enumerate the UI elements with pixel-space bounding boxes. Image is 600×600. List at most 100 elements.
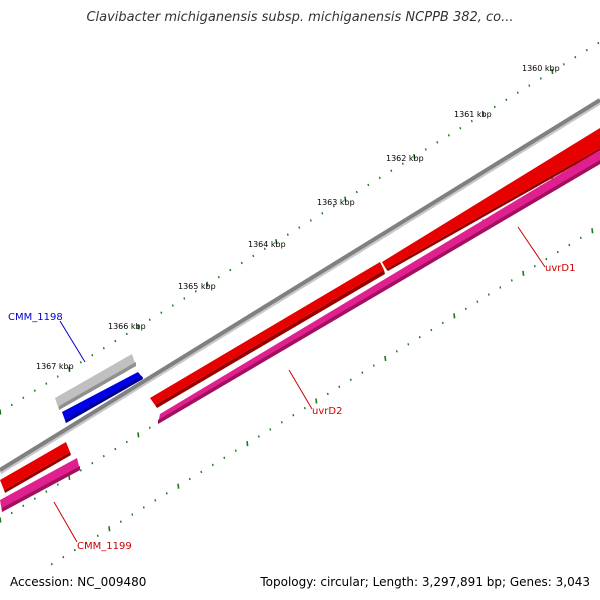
tick-row-lower-mark — [257, 435, 260, 438]
tick-row-upper-mark — [56, 375, 59, 378]
tick-row-upper-mark — [505, 98, 508, 101]
tick-row-upper-mark — [91, 354, 94, 357]
scale-label-1363: 1363 kbp — [317, 198, 355, 207]
tick-row-lower-mark — [73, 548, 76, 552]
tick-row-lower-mark — [85, 541, 88, 545]
tick-row-upper-mark — [390, 169, 393, 172]
tick-row-lower-mark — [108, 526, 111, 532]
tick-row-upper-mark — [309, 219, 312, 222]
scale-label-1360: 1360 kbp — [522, 64, 560, 73]
scale-labels: 1360 kbp 1361 kbp 1362 kbp 1363 kbp 1364… — [36, 64, 560, 371]
tick-row-lower-mark — [372, 364, 375, 367]
tick-row-lower-mark — [96, 534, 99, 538]
tick-row-upper-mark — [470, 119, 473, 123]
tick-row-lower-mark — [579, 236, 582, 240]
tick-row-middle-mark — [0, 517, 2, 523]
tick-row-upper-mark — [447, 134, 450, 137]
tick-row-lower-mark — [476, 300, 479, 303]
gene-arrow-uvrD1[interactable] — [382, 128, 600, 269]
gene-labels: uvrD1 uvrD2 CMM_1198 CMM_1199 — [8, 226, 575, 552]
scale-label-1362: 1362 kbp — [386, 154, 424, 163]
tick-row-upper-mark — [275, 239, 278, 245]
tick-row-lower-mark — [188, 477, 191, 481]
scale-label-1366: 1366 kbp — [108, 322, 146, 331]
tick-row-upper-mark — [194, 290, 197, 293]
tick-row-middle-mark — [79, 469, 82, 472]
tick-row-lower-mark — [556, 250, 559, 254]
tick-row-upper-mark — [252, 254, 255, 258]
tick-row-upper-mark — [482, 111, 485, 117]
tick-row-upper-mark — [378, 176, 381, 180]
tick-row-upper-mark — [332, 205, 335, 208]
backbone-line — [0, 98, 600, 472]
tick-row-middle-mark — [33, 497, 36, 500]
tick-row-lower-mark — [384, 355, 387, 362]
tick-row-lower-mark — [453, 313, 456, 319]
tick-row-lower-mark — [269, 428, 272, 431]
tick-row-lower-mark — [303, 406, 306, 410]
tick-row-upper-mark — [551, 68, 554, 75]
tick-row-upper-mark — [355, 190, 358, 194]
gene-arrow-CMM_1199[interactable] — [0, 442, 70, 490]
tick-row-lower-mark — [246, 441, 249, 447]
tick-row-lower-mark — [430, 328, 433, 332]
tick-row-lower-mark — [315, 398, 318, 404]
gene-label-CMM_1199[interactable]: CMM_1199 — [77, 541, 132, 552]
tick-row-lower-mark — [545, 257, 548, 261]
gene-arrow-uvrD1-shade — [386, 148, 600, 271]
tick-row-middle-mark — [114, 447, 117, 451]
blue-feature-shade — [65, 376, 143, 423]
tick-row-lower-mark — [165, 492, 168, 495]
tick-row-lower-mark — [407, 343, 410, 346]
tick-row-upper-mark — [148, 318, 151, 321]
tick-row-lower-mark — [361, 371, 364, 374]
tick-row-lower-mark — [487, 293, 490, 296]
leader-line-uvrD2 — [288, 369, 313, 410]
tick-rows — [0, 41, 600, 566]
tick-row-upper-mark — [493, 105, 496, 109]
tick-row-middle-mark — [148, 426, 151, 429]
tick-row-lower-mark — [211, 463, 214, 467]
gene-label-uvrD1[interactable]: uvrD1 — [545, 263, 575, 274]
topology-summary: Topology: circular; Length: 3,297,891 bp… — [260, 575, 590, 589]
tick-row-upper-mark — [33, 389, 36, 392]
scale-label-1361: 1361 kbp — [454, 110, 492, 119]
tick-row-upper-mark — [102, 346, 105, 350]
tick-row-lower-mark — [292, 414, 295, 417]
tick-row-upper-mark — [539, 77, 542, 80]
tick-row-upper-mark — [321, 212, 324, 215]
gene-arrow-uvrD2[interactable] — [150, 262, 384, 405]
scale-label-1364: 1364 kbp — [248, 240, 286, 249]
tick-row-lower-mark — [177, 483, 180, 489]
gene-label-CMM_1198[interactable]: CMM_1198 — [8, 312, 63, 323]
tick-row-lower-mark — [522, 270, 525, 276]
tick-row-lower-mark — [418, 335, 421, 339]
tick-row-middle-mark — [91, 462, 94, 465]
tick-row-upper-mark — [206, 281, 209, 287]
gene-label-uvrD2[interactable]: uvrD2 — [312, 406, 342, 417]
tick-row-upper-mark — [10, 403, 13, 407]
tick-row-lower-mark — [349, 378, 352, 381]
gene-track-forward — [0, 128, 600, 493]
tick-row-lower-mark — [510, 279, 513, 282]
tick-row-upper-mark — [68, 366, 71, 373]
gray-feature-bar[interactable] — [55, 354, 136, 410]
cds-bar-CMM_1199-shade — [2, 466, 80, 512]
tick-row-lower-mark — [533, 265, 536, 268]
tick-row-lower-mark — [441, 321, 444, 325]
tick-row-lower-mark — [326, 392, 329, 396]
backbone — [0, 98, 600, 475]
tick-row-upper-mark — [574, 56, 577, 59]
scale-label-1367: 1367 kbp — [36, 362, 74, 371]
tick-row-middle-mark — [10, 511, 13, 515]
scale-label-1365: 1365 kbp — [178, 282, 216, 291]
gray-feature-shade — [59, 362, 136, 410]
cds-track — [0, 150, 600, 512]
tick-row-upper-mark — [0, 409, 2, 415]
tick-row-upper-mark — [22, 396, 25, 400]
tick-row-lower-mark — [568, 243, 571, 247]
tick-row-upper-mark — [401, 162, 404, 165]
tick-row-upper-mark — [217, 275, 220, 279]
map-title: Clavibacter michiganensis subsp. michiga… — [86, 10, 514, 25]
